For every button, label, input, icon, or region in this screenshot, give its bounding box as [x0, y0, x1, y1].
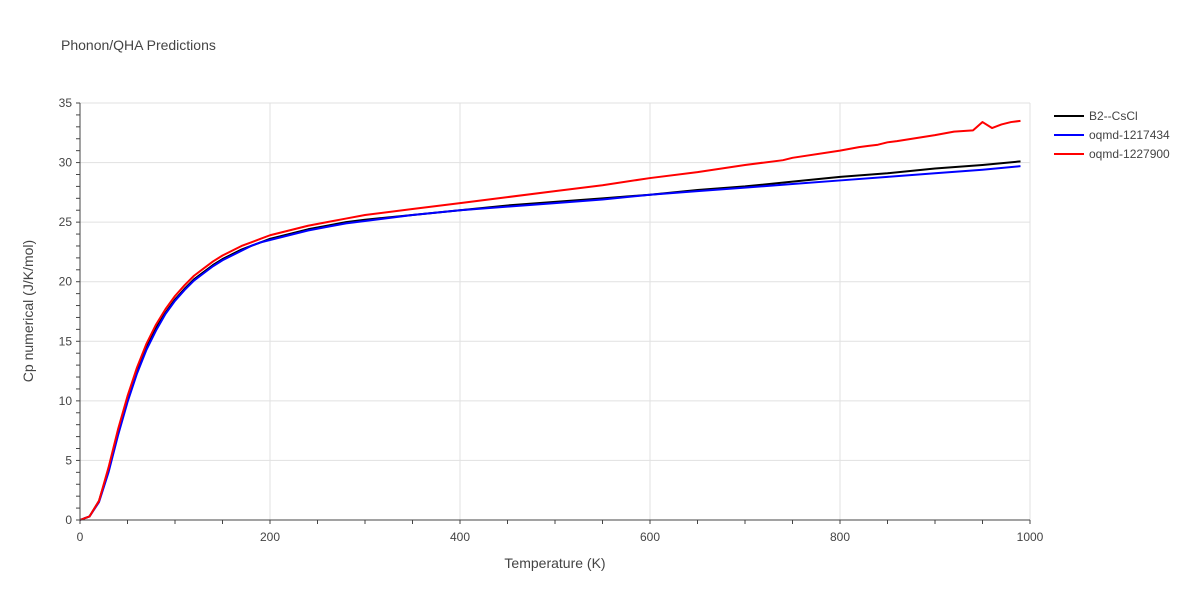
x-tick-label: 400	[450, 530, 470, 544]
y-tick-label: 5	[65, 453, 72, 467]
x-tick-label: 800	[830, 530, 850, 544]
y-tick-label: 15	[59, 334, 73, 348]
x-tick-label: 200	[260, 530, 280, 544]
legend-item[interactable]: oqmd-1227900	[1054, 147, 1170, 161]
y-tick-label: 30	[59, 156, 73, 170]
series-line-oqmd-1227900[interactable]	[79, 119, 1021, 521]
legend-label: oqmd-1217434	[1089, 128, 1170, 142]
x-tick-label: 1000	[1017, 530, 1044, 544]
legend-item[interactable]: oqmd-1217434	[1054, 128, 1170, 142]
y-axis-title: Cp numerical (J/K/mol)	[20, 240, 36, 382]
series-line-B2--CsCl[interactable]	[79, 160, 1021, 521]
series-line-oqmd-1217434[interactable]	[79, 165, 1021, 521]
legend[interactable]: B2--CsCl oqmd-1217434 oqmd-1227900	[1054, 109, 1170, 161]
legend-item[interactable]: B2--CsCl	[1054, 109, 1138, 123]
y-tick-label: 25	[59, 215, 73, 229]
y-tick-label: 0	[65, 513, 72, 527]
axes: 0 200 400 600 800 1000 0 5 10 15 20 25 30 35	[59, 96, 1044, 544]
chart-title: Phonon/QHA Predictions	[61, 37, 216, 53]
grid	[79, 102, 1031, 521]
x-tick-label: 600	[640, 530, 660, 544]
x-axis-title: Temperature (K)	[504, 555, 605, 571]
legend-label: B2--CsCl	[1089, 109, 1138, 123]
y-tick-label: 35	[59, 96, 73, 110]
y-tick-label: 10	[59, 394, 73, 408]
legend-label: oqmd-1227900	[1089, 147, 1170, 161]
y-tick-label: 20	[59, 275, 73, 289]
plot-area[interactable]	[79, 119, 1021, 521]
x-tick-label: 0	[77, 530, 84, 544]
